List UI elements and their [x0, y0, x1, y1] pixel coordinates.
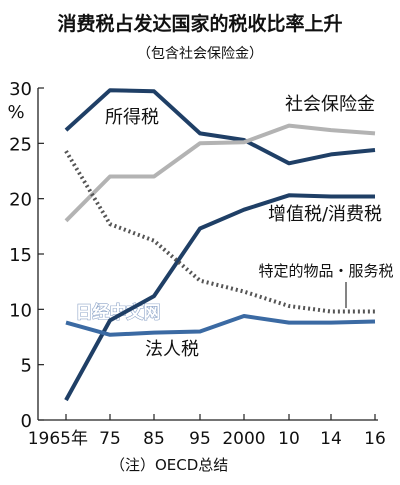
- series-label-0: 所得税: [105, 107, 159, 128]
- x-tick-label: 95: [189, 429, 211, 449]
- x-tick-label: 16: [364, 429, 386, 449]
- series-line-0: [64, 88, 376, 166]
- series-label-2: 增值税/消费税: [268, 204, 382, 225]
- series-line-3: [64, 150, 375, 314]
- series-label-1: 社会保险金: [285, 94, 375, 115]
- y-tick-label: 5: [21, 356, 32, 377]
- watermark: 日经中文网: [76, 302, 161, 323]
- x-tick-label: 14: [320, 429, 342, 449]
- y-tick-label: 30: [9, 79, 32, 100]
- series-line-4: [65, 314, 376, 337]
- y-tick-label: 10: [9, 300, 32, 321]
- x-tick-label: 2000: [222, 429, 265, 449]
- series-label-3: 特定的物品・服务税: [258, 262, 393, 280]
- source-note: （注）OECD总结: [110, 456, 228, 474]
- axes: 0 5 10 15 20 25 30 1965年 75 85 95 2000 10 14 16: [9, 79, 386, 449]
- y-tick-label: 20: [9, 190, 32, 211]
- x-tick-label: 75: [99, 429, 121, 449]
- chart-title: 消费税占发达国家的税收比率上升: [57, 12, 342, 35]
- x-tick-label: 85: [143, 429, 165, 449]
- x-tick-label: 1965年: [28, 429, 88, 449]
- series-line-1: [64, 123, 376, 223]
- x-tick-label: 10: [278, 429, 300, 449]
- series-label-4: 法人税: [145, 339, 199, 360]
- y-axis-unit: %: [7, 102, 24, 123]
- series-line-2: [64, 193, 375, 402]
- y-tick-label: 25: [9, 134, 32, 155]
- chart-subtitle: （包含社会保险金）: [137, 46, 263, 62]
- series-layer: [64, 88, 376, 402]
- y-tick-label: 15: [9, 245, 32, 266]
- y-tick-label: 0: [21, 411, 32, 432]
